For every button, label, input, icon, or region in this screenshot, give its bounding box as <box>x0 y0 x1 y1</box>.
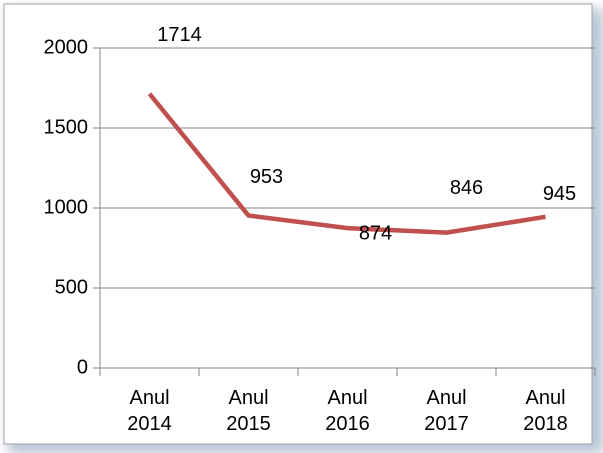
data-label: 1714 <box>157 24 202 46</box>
y-tick-label: 2000 <box>44 36 89 58</box>
x-tick-label: Anul 2014 <box>127 387 172 435</box>
data-label: 874 <box>359 222 392 244</box>
y-tick-label: 1000 <box>44 196 89 218</box>
line <box>147 92 546 235</box>
data-label: 846 <box>450 177 483 199</box>
y-tick-label: 1500 <box>44 116 89 138</box>
data-label: 953 <box>250 166 283 188</box>
x-tick-label: Anul 2017 <box>424 387 469 435</box>
y-tick-label: 0 <box>77 356 88 378</box>
x-tick-label: Anul 2018 <box>523 387 568 435</box>
x-tick-label: Anul 2015 <box>226 387 271 435</box>
x-tick-label: Anul 2016 <box>325 387 370 435</box>
y-tick-label: 500 <box>55 276 88 298</box>
data-label: 945 <box>543 183 576 205</box>
